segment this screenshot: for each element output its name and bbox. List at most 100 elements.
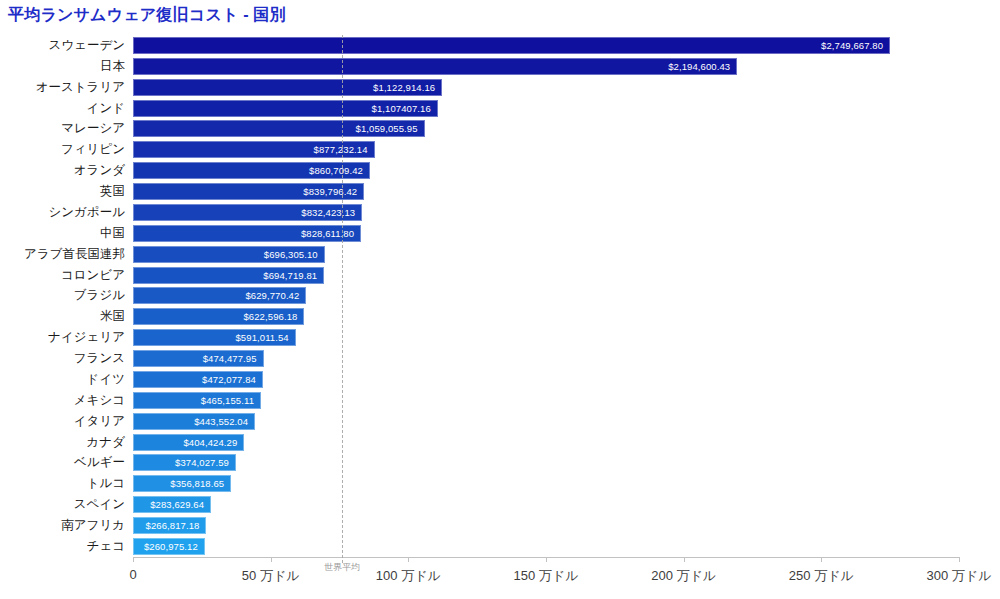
- bar-value-label: $443,552.04: [194, 416, 248, 427]
- bar-13: $622,596.18: [133, 308, 304, 325]
- country-label: フランス: [0, 350, 133, 367]
- bar-row: 米国$622,596.18: [0, 306, 959, 327]
- bar-value-label: $1,122,914.16: [373, 82, 435, 93]
- bar-value-label: $260,975.12: [144, 541, 198, 552]
- x-axis-tick-label: 100 万ドル: [376, 567, 441, 585]
- bar-track: $2,194,600.43: [133, 56, 959, 77]
- x-axis-tick: [959, 557, 960, 562]
- bar-track: $696,305.10: [133, 244, 959, 265]
- bar-22: $283,629.64: [133, 496, 211, 513]
- country-label: スペイン: [0, 496, 133, 513]
- bar-track: $465,155.11: [133, 390, 959, 411]
- x-axis-tick-label: 0: [129, 567, 136, 582]
- bar-track: $283,629.64: [133, 494, 959, 515]
- bar-value-label: $1,107407.16: [372, 103, 431, 114]
- country-label: コロンビア: [0, 267, 133, 284]
- bar-15: $474,477.95: [133, 350, 264, 367]
- x-axis-tick-label: 50 万ドル: [242, 567, 300, 585]
- bar-value-label: $591,011.54: [235, 332, 288, 343]
- bar-21: $356,818.65: [133, 475, 231, 492]
- bar-value-label: $1,059,055.95: [356, 123, 418, 134]
- bar-value-label: $877,232.14: [314, 144, 368, 155]
- country-label: ナイジェリア: [0, 329, 133, 346]
- bar-row: コロンビア $694,719.81: [0, 265, 959, 286]
- bar-row: メキシコ$465,155.11: [0, 390, 959, 411]
- bar-row: アラブ首長国連邦 $696,305.10: [0, 244, 959, 265]
- bar-row: ブラジル $629,770.42: [0, 286, 959, 307]
- bar-track: $374,027.59: [133, 453, 959, 474]
- bar-row: トルコ $356,818.65: [0, 473, 959, 494]
- bar-row: シンガポール $832,423.13: [0, 202, 959, 223]
- bar-track: $266,817.18: [133, 515, 959, 536]
- bar-rows: スウェーデン$2,749,667.80日本$2,194,600.43オーストラリ…: [0, 35, 959, 557]
- country-label: マレーシア: [0, 120, 133, 137]
- bar-track: $404,424.29: [133, 432, 959, 453]
- bar-row: ベルギー $374,027.59: [0, 453, 959, 474]
- bar-value-label: $356,818.65: [170, 478, 224, 489]
- bar-track: $443,552.04: [133, 411, 959, 432]
- bar-track: $260,975.12: [133, 536, 959, 557]
- bar-10: $696,305.10: [133, 246, 325, 263]
- bar-track: $1,122,914.16: [133, 77, 959, 98]
- ransomware-cost-chart: 平均ランサムウェア復旧コスト - 国別 スウェーデン$2,749,667.80日…: [0, 0, 1000, 599]
- country-label: 南アフリカ: [0, 517, 133, 534]
- bar-value-label: $474,477.95: [203, 353, 257, 364]
- bar-18: $443,552.04: [133, 413, 255, 430]
- bar-row: フィリピン $877,232.14: [0, 139, 959, 160]
- chart-title: 平均ランサムウェア復旧コスト - 国別: [8, 5, 286, 26]
- bar-track: $629,770.42: [133, 286, 959, 307]
- bar-track: $1,107407.16: [133, 98, 959, 119]
- bar-track: $2,749,667.80: [133, 35, 959, 56]
- bar-value-label: $696,305.10: [264, 249, 318, 260]
- bar-track: $877,232.14: [133, 139, 959, 160]
- bar-row: 中国$828,611.80: [0, 223, 959, 244]
- country-label: フィリピン: [0, 141, 133, 158]
- bar-track: $860,709.42: [133, 160, 959, 181]
- country-label: トルコ: [0, 475, 133, 492]
- x-axis-tick: [271, 557, 272, 562]
- bar-track: $828,611.80: [133, 223, 959, 244]
- bar-12: $629,770.42: [133, 287, 306, 304]
- country-label: インド: [0, 100, 133, 117]
- country-label: ベルギー: [0, 454, 133, 471]
- bar-value-label: $839,796.42: [303, 186, 357, 197]
- bar-value-label: $2,194,600.43: [668, 61, 730, 72]
- bar-value-label: $860,709.42: [309, 165, 363, 176]
- bar-value-label: $694,719.81: [263, 270, 317, 281]
- bar-value-label: $629,770.42: [245, 290, 299, 301]
- bar-row: ドイツ$472,077.84: [0, 369, 959, 390]
- country-label: アラブ首長国連邦: [0, 246, 133, 263]
- bar-row: イタリア$443,552.04: [0, 411, 959, 432]
- bar-1: $2,194,600.43: [133, 58, 737, 75]
- x-axis-tick: [408, 557, 409, 562]
- bar-track: $839,796.42: [133, 181, 959, 202]
- bar-row: カナダ$404,424.29: [0, 432, 959, 453]
- bar-track: $472,077.84: [133, 369, 959, 390]
- country-label: ドイツ: [0, 371, 133, 388]
- bar-9: $828,611.80: [133, 225, 361, 242]
- bar-row: マレーシア $1,059,055.95: [0, 119, 959, 140]
- country-label: スウェーデン: [0, 37, 133, 54]
- bar-8: $832,423.13: [133, 204, 362, 221]
- bar-track: $694,719.81: [133, 265, 959, 286]
- country-label: シンガポール: [0, 204, 133, 221]
- bar-row: スウェーデン$2,749,667.80: [0, 35, 959, 56]
- bar-11: $694,719.81: [133, 267, 324, 284]
- x-axis-tick: [821, 557, 822, 562]
- bar-value-label: $283,629.64: [150, 499, 204, 510]
- world-average-line: [342, 35, 343, 563]
- bar-value-label: $832,423.13: [301, 207, 355, 218]
- x-axis-tick-label: 150 万ドル: [514, 567, 579, 585]
- bar-value-label: $404,424.29: [183, 437, 237, 448]
- bar-7: $839,796.42: [133, 183, 364, 200]
- bar-2: $1,122,914.16: [133, 79, 442, 96]
- bar-value-label: $374,027.59: [175, 457, 229, 468]
- bar-track: $474,477.95: [133, 348, 959, 369]
- x-axis-tick-label: 300 万ドル: [927, 567, 992, 585]
- country-label: 米国: [0, 308, 133, 325]
- bar-track: $1,059,055.95: [133, 119, 959, 140]
- bar-row: インド $1,107407.16: [0, 98, 959, 119]
- country-label: チェコ: [0, 538, 133, 555]
- bar-16: $472,077.84: [133, 371, 263, 388]
- country-label: ブラジル: [0, 287, 133, 304]
